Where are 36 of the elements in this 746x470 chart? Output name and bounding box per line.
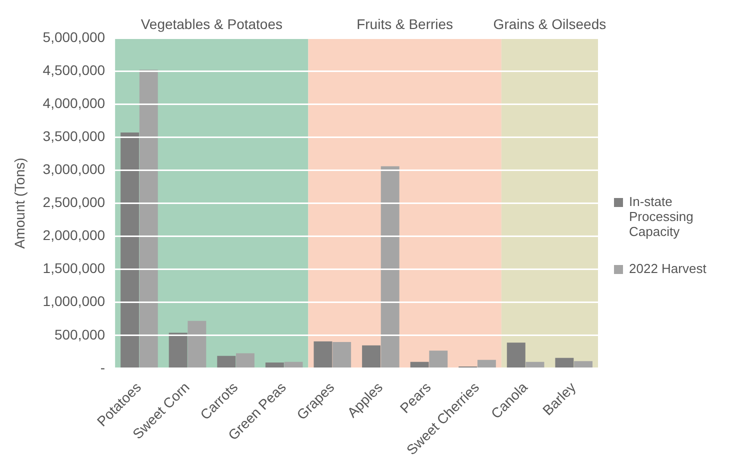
bar (410, 362, 429, 368)
y-tick-label: - (100, 359, 106, 376)
bar (574, 361, 592, 368)
y-tick-label: 4,500,000 (42, 62, 106, 78)
bar (506, 342, 526, 368)
bar (265, 362, 284, 368)
bar (139, 70, 158, 368)
y-tick-label: 5,000,000 (42, 28, 106, 45)
bar (120, 132, 140, 368)
bar (284, 362, 303, 368)
y-tick-label: 3,500,000 (42, 128, 106, 144)
bar (362, 345, 380, 368)
band-label: Fruits & Berries (356, 16, 454, 32)
bar (555, 358, 574, 368)
bar (168, 332, 188, 368)
bar (236, 353, 254, 368)
y-tick-label: 2,500,000 (42, 194, 106, 210)
bar (188, 320, 206, 368)
legend-label: 2022 Harvest (629, 261, 706, 276)
y-tick-label: 3,000,000 (42, 161, 106, 178)
bar (526, 362, 544, 368)
y-axis-title: Amount (Tons) (11, 158, 28, 249)
bar (217, 356, 236, 368)
bar (314, 341, 332, 368)
band-label: Vegetables & Potatoes (140, 16, 282, 32)
bar (429, 350, 448, 368)
legend-label: In-state Processing Capacity (629, 194, 694, 239)
bar (477, 360, 496, 368)
y-tick-label: 1,500,000 (42, 260, 106, 276)
y-tick-label: 500,000 (54, 326, 106, 342)
bar (380, 166, 400, 368)
band-label: Grains & Oilseeds (493, 16, 606, 32)
bar (332, 342, 352, 368)
y-tick-label: 2,000,000 (42, 227, 106, 244)
y-tick-label: 1,000,000 (42, 293, 106, 310)
y-tick-label: 4,000,000 (42, 94, 106, 111)
